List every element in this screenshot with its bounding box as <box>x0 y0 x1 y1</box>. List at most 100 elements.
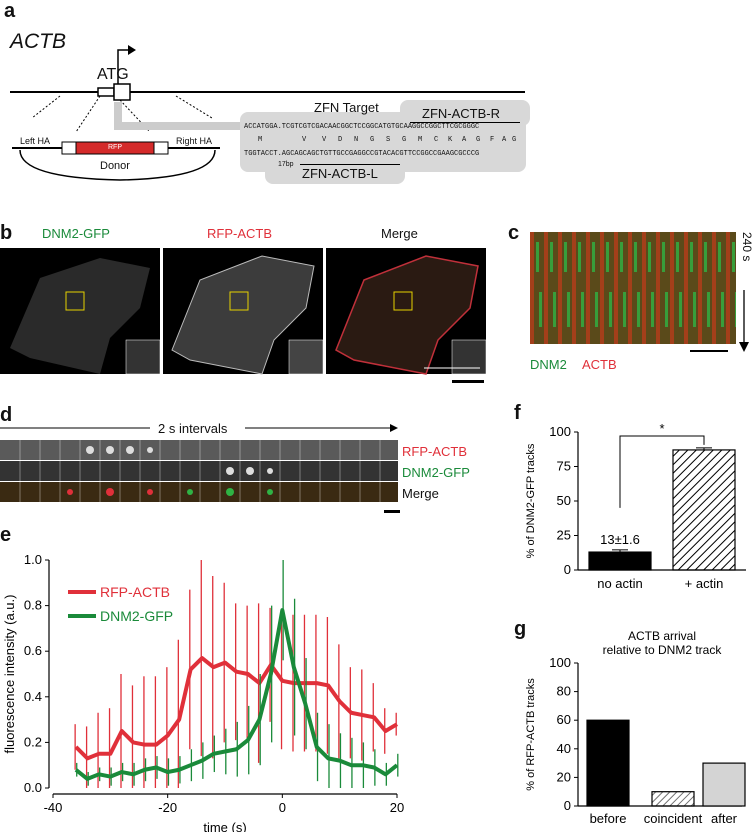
d-row-dnm2: DNM2-GFP <box>402 465 470 480</box>
g-category-label: after <box>711 811 738 826</box>
c-label-dnm2: DNM2 <box>530 357 567 372</box>
dash-left <box>31 95 61 119</box>
e-y-tick-label: 0.2 <box>24 734 42 749</box>
g-title-line1: ACTB arrival <box>628 629 696 643</box>
g-category-label: coincident <box>644 811 703 826</box>
gene-diagram <box>10 45 525 181</box>
dash-right <box>175 95 213 119</box>
e-y-tick-label: 0.6 <box>24 643 42 658</box>
amino-acid-row: M V V D N G S G M C K A G F A G <box>244 136 517 148</box>
f-bar-0 <box>588 551 652 571</box>
e-y-label: fluorescence intensity (a.u.) <box>2 595 17 754</box>
d-row-actb: RFP-ACTB <box>402 444 467 459</box>
e-legend-label: RFP-ACTB <box>100 584 170 600</box>
e-x-label: time (s) <box>203 820 246 832</box>
g-y-tick-label: 60 <box>557 712 571 727</box>
g-bar-coincident <box>651 791 695 807</box>
c-time-arrow <box>739 290 749 352</box>
aa-8: M <box>418 136 423 144</box>
aa-4: N <box>354 136 359 144</box>
montage-d <box>0 440 398 502</box>
zfn-l-label: ZFN-ACTB-L <box>302 166 378 181</box>
f-y-tick-label: 75 <box>557 459 571 474</box>
f-y-tick-label: 100 <box>549 424 571 439</box>
e-y-tick-label: 0.0 <box>24 780 42 795</box>
g-y-tick-label: 20 <box>557 769 571 784</box>
f-significance-bracket <box>619 435 705 508</box>
e-y-tick-label: 0.4 <box>24 689 42 704</box>
aa-0: M <box>258 136 263 144</box>
c-label-actb: ACTB <box>582 357 617 372</box>
donor-loop <box>19 149 216 181</box>
zfn-r-box <box>400 100 530 126</box>
f-y-label: % of DNM2-GFP tracks <box>525 443 537 558</box>
e-x-tick-label: 20 <box>390 800 404 815</box>
zfn-r-label: ZFN-ACTB-R <box>422 106 500 121</box>
kymograph-c <box>530 232 736 344</box>
f-category-label: + actin <box>685 576 724 591</box>
exon-small <box>97 87 115 97</box>
atg-label: ATG <box>97 66 129 83</box>
exon-atg <box>113 83 131 101</box>
panel-letter-g: g <box>514 618 527 640</box>
sequence-bottom: TGGTACCT.AGCAGCAGCTGTTGCCGAGGCCGTACACGTT… <box>244 150 480 158</box>
panel-letter-a: a <box>4 0 16 22</box>
donor-box-right <box>153 141 169 155</box>
aa-1: V <box>302 136 307 144</box>
aa-7: G <box>402 136 407 144</box>
f-y-tick-label: 25 <box>557 528 571 543</box>
g-y-tick-label: 0 <box>564 798 571 813</box>
donor-box-left <box>61 141 77 155</box>
aa-15: G <box>512 136 517 144</box>
d-interval-label: 2 s intervals <box>158 421 228 436</box>
gap-label: 17bp <box>278 161 294 168</box>
chart-f-bar: 0 25 50 75 100 % of DNM2-GFP tracks no actin + … <box>525 421 746 591</box>
zfn-l-overline <box>300 164 400 165</box>
aa-10: K <box>448 136 453 144</box>
g-y-tick-label: 80 <box>557 684 571 699</box>
panel-letter-d: d <box>0 404 13 426</box>
aa-6: S <box>386 136 391 144</box>
gene-name: ACTB <box>10 30 67 53</box>
g-bar-after <box>702 762 746 807</box>
sequence-top: ACCATGGA.TCGTCGTCGACAACGGCTCCGGCATGTGCAA… <box>244 123 480 131</box>
g-bar-before <box>586 719 630 807</box>
b-label-actb: RFP-ACTB <box>207 226 272 241</box>
left-ha-label: Left HA <box>20 136 51 146</box>
scale-bar-d <box>384 510 400 513</box>
aa-13: F <box>490 136 495 144</box>
panel-letter-e: e <box>0 524 12 546</box>
e-series-line-dnm2 <box>74 608 399 781</box>
d-row-merge: Merge <box>402 486 439 501</box>
right-ha-label: Right HA <box>176 136 213 146</box>
b-label-dnm2: DNM2-GFP <box>42 226 110 241</box>
scale-bar-b <box>452 380 484 383</box>
e-x-tick-label: 0 <box>279 800 286 815</box>
rfp-label: RFP <box>108 144 122 151</box>
aa-9: C <box>434 136 439 144</box>
f-category-label: no actin <box>597 576 643 591</box>
e-series-line-actb <box>74 656 399 761</box>
b-label-merge: Merge <box>381 226 418 241</box>
aa-11: A <box>462 136 467 144</box>
f-y-tick-label: 50 <box>557 493 571 508</box>
chart-e-fluorescence: 0.0 0.2 0.4 0.6 0.8 1.0 -40 -20 0 20 time (s) fluor… <box>2 552 404 832</box>
e-y-tick-label: 1.0 <box>24 552 42 567</box>
g-title-line2: relative to DNM2 track <box>603 643 723 657</box>
panel-letter-c: c <box>508 222 520 244</box>
f-significance-star: * <box>659 421 664 436</box>
panel-letter-f: f <box>514 402 521 424</box>
micrographs-b <box>0 248 487 375</box>
c-time-label: 240 s <box>740 232 754 262</box>
f-annotation: 13±1.6 <box>600 532 640 547</box>
zfn-target-label: ZFN Target <box>314 100 379 115</box>
f-bar-1 <box>672 449 736 571</box>
e-x-tick-label: -40 <box>44 800 63 815</box>
g-y-tick-label: 40 <box>557 741 571 756</box>
aa-5: G <box>370 136 375 144</box>
interval-arrow <box>0 424 398 432</box>
tss-arrow <box>117 49 128 84</box>
f-y-tick-label: 0 <box>564 562 571 577</box>
tss-arrowhead <box>128 45 136 55</box>
